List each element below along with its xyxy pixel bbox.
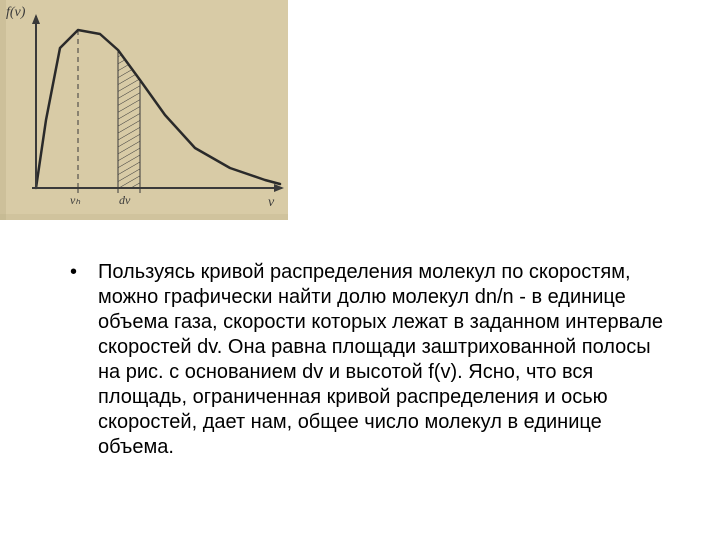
svg-text:vₕ: vₕ	[70, 193, 80, 207]
svg-text:v: v	[268, 195, 275, 210]
body-text-block: • Пользуясь кривой распределения молекул…	[70, 260, 670, 460]
svg-text:dv: dv	[119, 193, 131, 207]
figure-svg: f(v) v vₕ dv	[0, 0, 288, 220]
bullet-glyph: •	[70, 260, 98, 460]
svg-text:f(v): f(v)	[6, 5, 26, 20]
distribution-figure: f(v) v vₕ dv	[0, 0, 288, 220]
paragraph-text: Пользуясь кривой распределения молекул п…	[98, 260, 670, 460]
bullet-item: • Пользуясь кривой распределения молекул…	[70, 260, 670, 460]
